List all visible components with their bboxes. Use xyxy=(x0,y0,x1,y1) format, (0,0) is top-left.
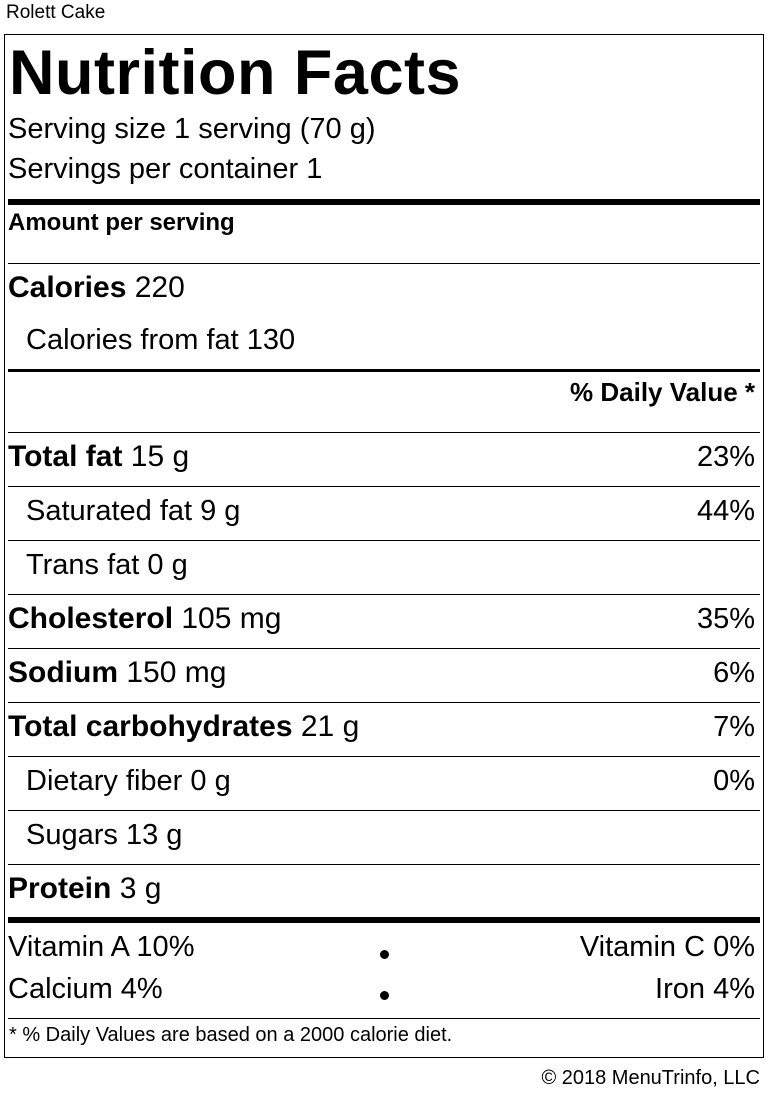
nutrient-amount: 150 mg xyxy=(126,656,227,689)
nutrient-name: Saturated fat xyxy=(26,495,193,527)
divider xyxy=(8,594,760,595)
medium-divider xyxy=(8,369,760,372)
nutrient-name: Sodium xyxy=(8,656,118,689)
nutrient-row-total-fat: Total fat 15 g xyxy=(8,440,189,474)
nutrient-row-dietary-fiber: Dietary fiber 0 g xyxy=(26,765,231,798)
serving-size: Serving size 1 serving (70 g) xyxy=(8,113,376,145)
iron: Iron 4% xyxy=(655,973,755,1005)
bullet-icon xyxy=(380,991,389,1000)
nutrient-dv: 6% xyxy=(713,657,755,689)
nutrient-row-protein: Protein 3 g xyxy=(8,872,161,906)
divider xyxy=(8,486,760,487)
bullet-icon xyxy=(380,950,389,959)
nutrient-amount: 21 g xyxy=(300,710,360,743)
nutrient-row-trans-fat: Trans fat 0 g xyxy=(26,549,188,582)
copyright: © 2018 MenuTrinfo, LLC xyxy=(541,1067,760,1089)
daily-value-header: % Daily Value * xyxy=(570,377,755,407)
divider xyxy=(8,263,760,264)
nutrient-name: Dietary fiber xyxy=(26,765,183,797)
divider xyxy=(8,810,760,811)
calories-label: Calories xyxy=(8,271,127,304)
nutrient-amount: 13 g xyxy=(125,819,183,851)
divider xyxy=(8,1018,760,1019)
nutrient-name: Protein xyxy=(8,872,112,905)
servings-per-container: Servings per container 1 xyxy=(8,153,323,185)
nutrient-name: Trans fat xyxy=(26,549,140,581)
nutrient-amount: 0 g xyxy=(147,549,188,581)
nutrient-name: Total carbohydrates xyxy=(8,710,293,743)
nutrient-dv: 44% xyxy=(696,495,755,527)
nutrient-row-total-carbohydrates: Total carbohydrates 21 g xyxy=(8,710,359,744)
label-title: Nutrition Facts xyxy=(9,38,462,108)
divider xyxy=(8,864,760,865)
nutrient-name: Sugars xyxy=(26,819,118,851)
nutrient-row-sodium: Sodium 150 mg xyxy=(8,656,226,690)
thick-divider xyxy=(8,917,760,923)
thick-divider xyxy=(8,199,760,205)
calories-value: 220 xyxy=(134,271,185,304)
divider xyxy=(8,540,760,541)
nutrient-row-sugars: Sugars 13 g xyxy=(26,819,182,852)
nutrition-label: Nutrition Facts Serving size 1 serving (… xyxy=(4,34,764,1058)
divider xyxy=(8,432,760,433)
nutrient-dv: 23% xyxy=(696,441,755,473)
nutrient-dv: 35% xyxy=(696,603,755,635)
nutrient-name: Total fat xyxy=(8,440,123,473)
nutrient-amount: 105 mg xyxy=(181,602,282,635)
divider xyxy=(8,648,760,649)
nutrient-dv: 0% xyxy=(713,765,755,797)
divider xyxy=(8,756,760,757)
nutrient-dv: 7% xyxy=(713,711,755,743)
footnote: * % Daily Values are based on a 2000 cal… xyxy=(9,1024,453,1046)
calories-from-fat: Calories from fat 130 xyxy=(26,324,296,356)
amount-per-serving: Amount per serving xyxy=(8,209,235,236)
vitamin-c: Vitamin C 0% xyxy=(579,931,755,963)
nutrient-row-saturated-fat: Saturated fat 9 g xyxy=(26,495,240,528)
calcium: Calcium 4% xyxy=(8,973,163,1005)
divider xyxy=(8,702,760,703)
nutrient-amount: 0 g xyxy=(190,765,231,797)
nutrient-row-cholesterol: Cholesterol 105 mg xyxy=(8,602,281,636)
calories-row: Calories 220 xyxy=(8,271,185,305)
nutrient-amount: 9 g xyxy=(200,495,241,527)
vitamin-a: Vitamin A 10% xyxy=(8,931,195,963)
product-name: Rolett Cake xyxy=(6,2,106,23)
nutrient-amount: 3 g xyxy=(119,872,162,905)
nutrient-name: Cholesterol xyxy=(8,602,174,635)
nutrient-amount: 15 g xyxy=(130,440,190,473)
